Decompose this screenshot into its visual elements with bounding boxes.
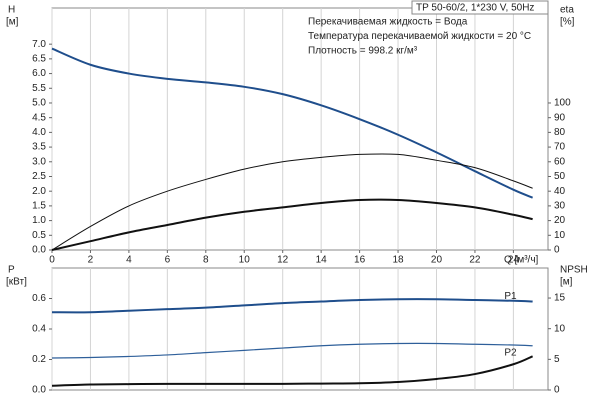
y-tick-label: 0.0 [32, 385, 46, 396]
y2-tick-label: 15 [554, 293, 566, 304]
y-axis-label: P [8, 265, 15, 276]
y-tick-label: 0.4 [32, 324, 46, 335]
y-axis-unit: [м] [6, 17, 19, 28]
x-tick-label: 8 [203, 255, 209, 266]
series-label: P1 [504, 291, 517, 302]
y2-tick-label: 100 [554, 98, 571, 109]
y-tick-label: 0.6 [32, 293, 46, 304]
series-line [51, 198, 533, 251]
y2-tick-label: 50 [554, 171, 566, 182]
y2-tick-label: 60 [554, 156, 566, 167]
series-line [51, 298, 533, 314]
y2-tick-label: 10 [554, 230, 566, 241]
x-axis-label: Q [м³/ч] [504, 255, 539, 266]
annotation: TP 50-60/2, 1*230 V, 50Hz [416, 3, 534, 14]
x-tick-label: 24 [508, 255, 520, 266]
y-tick-label: 4.5 [32, 112, 46, 123]
y-tick-label: 2.5 [32, 171, 46, 182]
y-axis-label: H [8, 5, 15, 16]
y2-tick-label: 90 [554, 112, 566, 123]
annotation-block: TP 50-60/2, 1*230 V, 50Hz Перекачиваемая … [308, 0, 549, 57]
y2-axis-label: NPSH [560, 265, 588, 276]
plot-frame [51, 7, 549, 251]
y-tick-label: 1.0 [32, 215, 46, 226]
y2-tick-label: 0 [554, 385, 560, 396]
y-tick-label: 3.0 [32, 156, 46, 167]
y-tick-label: 2.0 [32, 186, 46, 197]
x-tick-label: 16 [354, 255, 366, 266]
y-tick-label: 5.5 [32, 83, 46, 94]
y-axis-unit: [кВт] [6, 277, 27, 288]
series-label: P2 [504, 347, 517, 358]
y-tick-label: 7.0 [32, 39, 46, 50]
y-tick-label: 1.5 [32, 201, 46, 212]
x-tick-label: 22 [469, 255, 481, 266]
annotation: Температура перекачиваемой жидкости = 20… [308, 31, 531, 42]
y-tick-label: 0.5 [32, 230, 46, 241]
series-line [51, 47, 534, 199]
y2-axis-label: eta [560, 5, 574, 16]
y2-tick-label: 80 [554, 127, 566, 138]
series-line [51, 342, 533, 359]
series-line [51, 153, 533, 251]
x-tick-label: 12 [277, 255, 289, 266]
annotation: Плотность = 998.2 кг/м³ [308, 46, 418, 57]
y2-tick-label: 70 [554, 142, 566, 153]
x-tick-label: 2 [88, 255, 94, 266]
y2-tick-label: 20 [554, 215, 566, 226]
y2-tick-label: 0 [554, 245, 560, 256]
annotation: Перекачиваемая жидкость = Вода [308, 17, 468, 28]
x-tick-label: 6 [165, 255, 171, 266]
x-tick-label: 4 [126, 255, 132, 266]
plot-frame [51, 267, 549, 391]
y2-tick-label: 5 [554, 354, 560, 365]
y-tick-label: 3.5 [32, 142, 46, 153]
y2-tick-label: 30 [554, 201, 566, 212]
y2-axis-unit: [%] [560, 17, 575, 28]
series-line [51, 355, 534, 387]
x-tick-label: 14 [316, 255, 328, 266]
y-tick-label: 6.5 [32, 54, 46, 65]
x-tick-label: 20 [431, 255, 443, 266]
y-tick-label: 5.0 [32, 98, 46, 109]
y-tick-label: 4.0 [32, 127, 46, 138]
x-tick-label: 0 [49, 255, 55, 266]
y-tick-label: 0.2 [32, 354, 46, 365]
y-tick-label: 0.0 [32, 245, 46, 256]
x-tick-label: 18 [392, 255, 404, 266]
y2-tick-label: 10 [554, 323, 566, 334]
x-tick-label: 10 [239, 255, 251, 266]
y2-axis-unit: [м] [560, 277, 573, 288]
y2-tick-label: 40 [554, 186, 566, 197]
annotation-box [411, 0, 549, 15]
y-tick-label: 6.0 [32, 68, 46, 79]
